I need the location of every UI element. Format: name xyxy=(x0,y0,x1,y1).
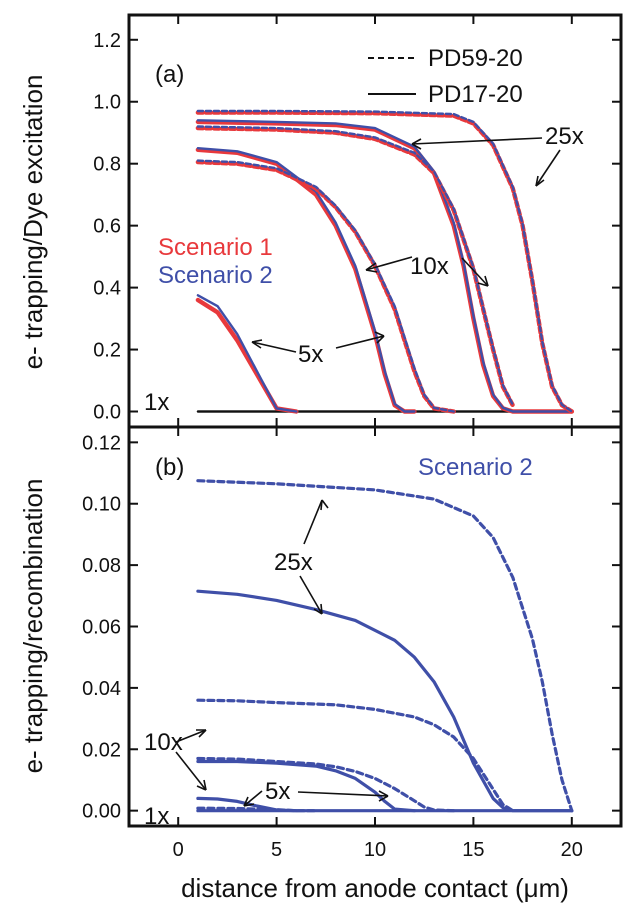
p0-y-tick-label: 0.6 xyxy=(93,216,121,238)
p1-y-tick-label: 0.02 xyxy=(82,739,121,761)
arrow-25x-b-down-head xyxy=(313,603,323,615)
scenario-2-label: Scenario 2 xyxy=(158,262,273,289)
p0-y-tick-label: 0.8 xyxy=(93,154,121,176)
arrow-10x-a-left xyxy=(365,256,413,271)
p0-y-tick-label: 0.4 xyxy=(93,278,121,300)
annotation-1x-b: 1x xyxy=(144,803,169,830)
x-tick-label: 15 xyxy=(462,839,484,861)
x-tick-label: 10 xyxy=(364,839,386,861)
annotation-5x-b: 5x xyxy=(265,778,290,805)
arrow-5x-b-left-head xyxy=(243,796,255,807)
p0-series-25x-dashed-scenario-2-11 xyxy=(196,125,514,406)
p1-series-25x-solid-6 xyxy=(196,589,574,813)
arrow-10x-b-down xyxy=(175,751,207,791)
p0-y-tick-label: 1.0 xyxy=(93,92,121,114)
panel-b-ticks: 0.00 0.02 0.04 0.06 0.08 0.10 0.12 0 5 10 15 20 xyxy=(82,427,621,861)
p1-y-tick-label: 0.04 xyxy=(82,678,121,700)
panel-a-tag: (a) xyxy=(155,61,184,88)
arrow-10x-a-left-head xyxy=(365,262,378,273)
arrow-25x-b-up-head xyxy=(320,499,329,511)
panel-a-chart: (a) 0.0 0.2 0.4 0.6 0.8 1.0 1.2 PD59-20 PD17-2… xyxy=(18,13,623,429)
panel-a-plot-area xyxy=(195,109,574,414)
p1-y-tick-label: 0.00 xyxy=(82,801,121,823)
p1-series-10x-dashed-5 xyxy=(196,698,515,813)
annotation-10x-a: 10x xyxy=(410,253,449,280)
panel-b-plot-area xyxy=(196,479,574,813)
arrow-5x-a-left xyxy=(251,341,297,353)
arrow-25x-a-left xyxy=(411,137,543,145)
arrow-10x-a-right xyxy=(461,257,489,287)
p0-y-tick-label: 1.2 xyxy=(93,30,121,52)
x-tick-label: 0 xyxy=(173,839,184,861)
p1-y-tick-label: 0.12 xyxy=(82,432,121,454)
p0-series-10x-solid-scenario-2-5 xyxy=(196,146,416,413)
arrow-5x-a-left-head xyxy=(251,339,263,349)
panel-b-y-axis-label: e- trapping/recombination xyxy=(18,479,48,774)
arrow-5x-b-left xyxy=(243,790,263,807)
p0-y-tick-label: 0.2 xyxy=(93,340,121,362)
arrow-25x-a-down xyxy=(535,149,561,187)
p1-series-10x-dashed-4 xyxy=(196,756,456,813)
legend-label-pd17: PD17-20 xyxy=(428,81,523,108)
p0-y-tick-label: 0.0 xyxy=(93,402,121,424)
panel-b-scenario-label: Scenario 2 xyxy=(418,454,533,481)
p1-series-10x-solid-3 xyxy=(196,759,416,813)
arrow-10x-b-up-head xyxy=(196,729,207,738)
p1-series-5x-dashed-2 xyxy=(196,806,318,813)
p1-series-25x-dashed-7 xyxy=(196,479,574,813)
p0-series-5x-solid-scenario-2-3 xyxy=(196,294,298,413)
p1-y-tick-label: 0.10 xyxy=(82,494,121,516)
arrow-10x-a-right-head xyxy=(477,275,489,287)
panel-a-arrows xyxy=(251,137,561,353)
arrow-25x-a-down-head xyxy=(535,175,545,187)
annotation-5x-a: 5x xyxy=(298,341,323,368)
p0-series-5x-solid-scenario-1-2 xyxy=(195,297,299,414)
arrow-25x-b-down xyxy=(299,575,323,615)
panel-b-arrows xyxy=(175,499,389,807)
annotation-25x-a: 25x xyxy=(545,123,584,150)
p0-series-25x-solid-scenario-2-9 xyxy=(196,119,573,413)
x-axis-label: distance from anode contact (μm) xyxy=(181,873,569,903)
arrow-25x-a-left-head xyxy=(411,138,422,150)
p0-series-25x-dashed-scenario-2-13 xyxy=(196,109,573,413)
arrow-10x-b-up xyxy=(175,729,207,743)
panel-b-frame xyxy=(127,425,623,828)
arrow-5x-b-right-head xyxy=(378,790,389,802)
panel-a-y-axis-label: e- trapping/Dye excitation xyxy=(18,75,48,370)
panel-b-tag: (b) xyxy=(155,454,184,481)
arrow-5x-a-right-head xyxy=(374,331,385,344)
annotation-1x-a: 1x xyxy=(144,389,169,416)
panel-b-chart: (b) Scenario 2 0.000.020.040.060.080.100… xyxy=(18,425,623,861)
x-tick-label: 5 xyxy=(271,839,282,861)
legend-label-pd59: PD59-20 xyxy=(428,45,523,72)
arrow-25x-b-up xyxy=(303,499,323,545)
legend: PD59-20 PD17-20 xyxy=(368,45,523,108)
x-tick-label: 20 xyxy=(561,839,583,861)
scenario-1-label: Scenario 1 xyxy=(158,234,273,261)
arrow-10x-b-down-head xyxy=(196,779,207,791)
panel-a-ticks: 0.0 0.2 0.4 0.6 0.8 1.0 1.2 xyxy=(93,15,621,427)
p1-y-tick-label: 0.06 xyxy=(82,617,121,639)
annotation-25x-b: 25x xyxy=(274,549,313,576)
arrow-5x-a-right xyxy=(335,335,385,349)
arrow-5x-b-right xyxy=(297,791,389,797)
p1-y-tick-label: 0.08 xyxy=(82,555,121,577)
